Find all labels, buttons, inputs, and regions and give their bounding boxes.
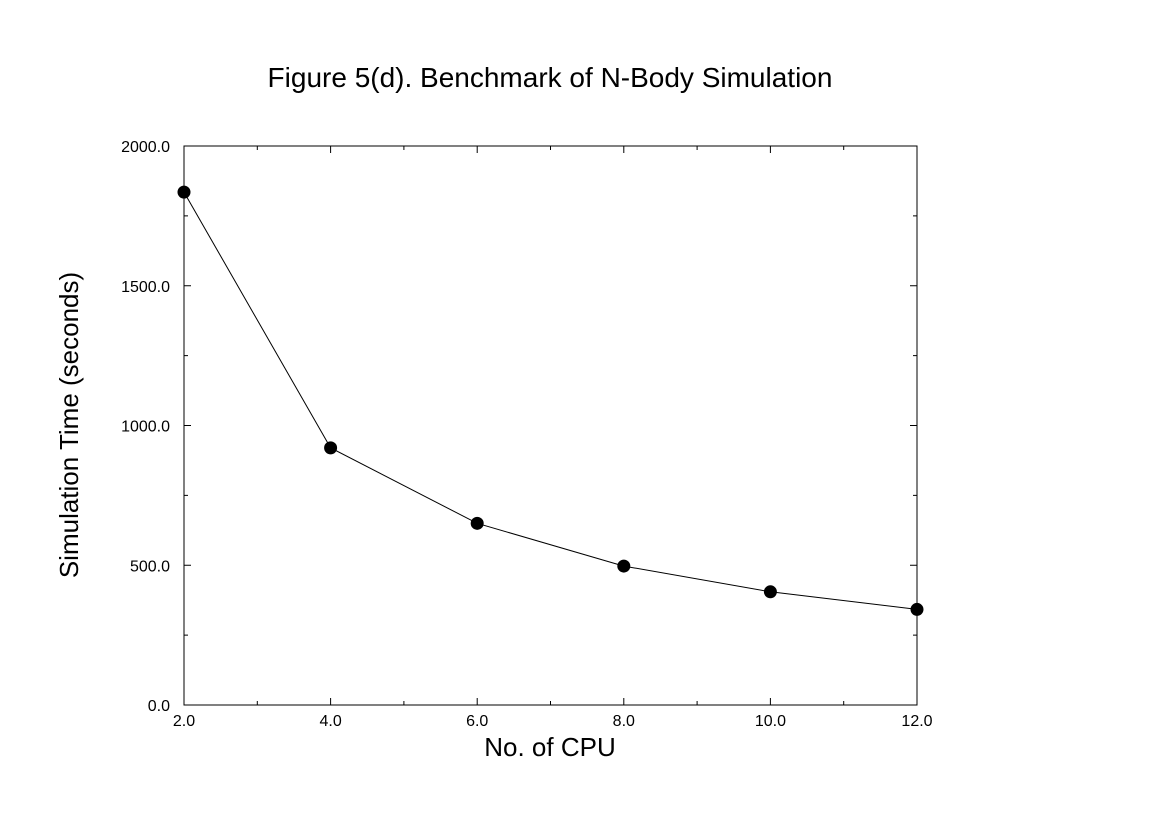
data-point xyxy=(763,585,777,599)
y-tick-label: 1000.0 xyxy=(121,419,170,436)
data-point xyxy=(910,602,924,616)
data-point xyxy=(177,185,191,199)
plot-frame xyxy=(183,145,918,706)
y-tick-label: 2000.0 xyxy=(121,139,170,156)
series-layer xyxy=(177,185,924,616)
x-axis-label: No. of CPU xyxy=(484,732,616,762)
data-point xyxy=(324,441,338,455)
y-tick-label: 500.0 xyxy=(130,558,170,575)
chart-title: Figure 5(d). Benchmark of N-Body Simulat… xyxy=(268,62,833,93)
x-tick-label: 10.0 xyxy=(755,713,786,730)
x-tick-label: 8.0 xyxy=(613,713,635,730)
data-point xyxy=(617,559,631,573)
x-tick-label: 4.0 xyxy=(319,713,341,730)
y-axis-ticks: 0.0 500.0 1000.0 1500.0 2000.0 xyxy=(121,139,917,715)
minor-ticks xyxy=(184,146,917,705)
series-line xyxy=(183,191,918,610)
x-tick-label: 6.0 xyxy=(466,713,488,730)
y-tick-label: 0.0 xyxy=(148,698,170,715)
x-tick-label: 2.0 xyxy=(173,713,195,730)
data-point xyxy=(470,516,484,530)
y-axis-label: Simulation Time (seconds) xyxy=(54,272,84,578)
x-axis-ticks: 2.0 4.0 6.0 8.0 10.0 12.0 xyxy=(173,146,933,730)
y-tick-label: 1500.0 xyxy=(121,279,170,296)
x-tick-label: 12.0 xyxy=(901,713,932,730)
